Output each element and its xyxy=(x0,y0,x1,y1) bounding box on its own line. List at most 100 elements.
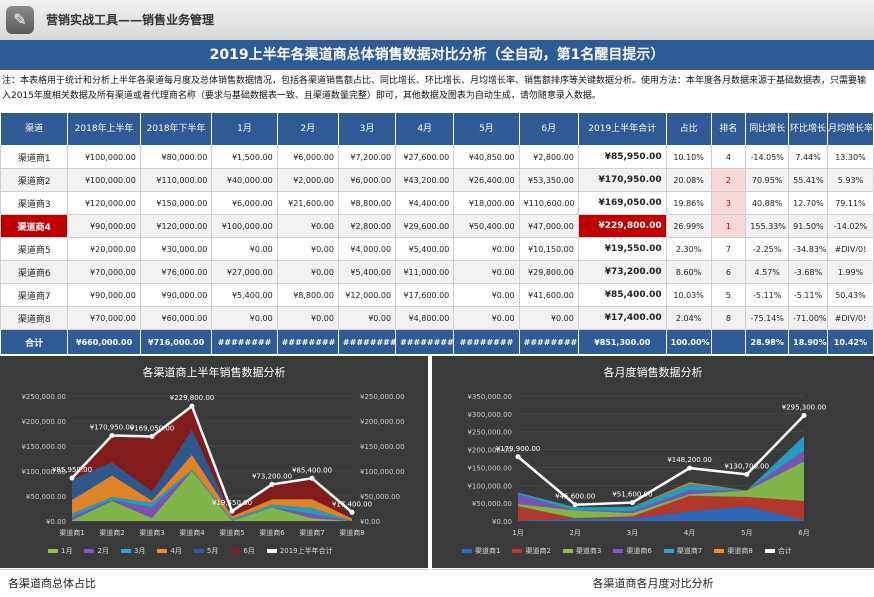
table-cell[interactable]: ¥18,000.00 xyxy=(453,191,520,215)
table-cell[interactable]: 5.93% xyxy=(826,168,874,192)
table-cell[interactable]: ¥6,000.00 xyxy=(337,168,397,192)
table-cell[interactable]: 5 xyxy=(710,283,747,307)
table-cell[interactable]: 12.70% xyxy=(788,191,828,215)
table-cell[interactable]: ¥30,000.00 xyxy=(139,237,213,261)
column-header[interactable]: 2018年下半年 xyxy=(139,112,213,146)
legend-item[interactable]: 渠道商3 xyxy=(562,546,601,556)
table-cell[interactable]: ¥85,400.00 xyxy=(577,283,667,307)
table-cell[interactable]: 7 xyxy=(710,237,747,261)
table-cell[interactable]: ¥21,600.00 xyxy=(276,191,339,215)
legend-item[interactable]: 2月 xyxy=(84,546,109,556)
table-cell[interactable]: ¥60,000.00 xyxy=(139,306,213,330)
table-cell[interactable]: ¥29,800.00 xyxy=(518,260,579,284)
table-cell[interactable]: ¥100,000.00 xyxy=(211,214,278,238)
table-cell[interactable]: ¥43,200.00 xyxy=(395,168,455,192)
table-cell[interactable]: ¥76,000.00 xyxy=(139,260,213,284)
table-cell[interactable]: ¥229,800.00 xyxy=(577,214,667,238)
table-cell[interactable]: ¥110,600.00 xyxy=(518,191,579,215)
table-cell[interactable]: ¥90,000.00 xyxy=(67,214,141,238)
table-cell[interactable]: -14.05% xyxy=(745,145,790,169)
table-cell[interactable]: ¥2,800.00 xyxy=(518,145,579,169)
row-name-cell[interactable]: 渠道商8 xyxy=(0,306,69,330)
total-cell[interactable]: 100.00% xyxy=(665,329,712,355)
table-cell[interactable]: ¥170,950.00 xyxy=(577,168,667,192)
table-cell[interactable]: ¥4,400.00 xyxy=(395,191,455,215)
table-cell[interactable]: 79.11% xyxy=(826,191,874,215)
legend-item[interactable]: 5月 xyxy=(193,546,218,556)
table-cell[interactable]: ¥0.00 xyxy=(276,237,339,261)
table-cell[interactable]: ¥110,000.00 xyxy=(139,168,213,192)
table-cell[interactable]: ¥17,400.00 xyxy=(577,306,667,330)
legend-item[interactable]: 渠道商6 xyxy=(613,546,652,556)
table-cell[interactable]: ¥4,000.00 xyxy=(337,237,397,261)
total-cell[interactable]: ######## xyxy=(518,329,579,355)
chart-left[interactable]: ¥250,000.00 ¥250,000.00 ¥200,000.00 ¥200,00… xyxy=(0,356,428,568)
column-header[interactable]: 排名 xyxy=(710,112,747,146)
table-cell[interactable]: ¥27,600.00 xyxy=(395,145,455,169)
table-cell[interactable]: ¥0.00 xyxy=(276,214,339,238)
table-cell[interactable]: ¥11,000.00 xyxy=(395,260,455,284)
table-cell[interactable]: ¥70,000.00 xyxy=(67,260,141,284)
table-cell[interactable]: ¥5,400.00 xyxy=(395,237,455,261)
table-cell[interactable]: 6 xyxy=(710,260,747,284)
table-cell[interactable]: ¥0.00 xyxy=(453,283,520,307)
legend-item[interactable]: 渠道商2 xyxy=(512,546,551,556)
table-cell[interactable]: 26.99% xyxy=(665,214,712,238)
table-cell[interactable]: ¥20,000.00 xyxy=(67,237,141,261)
table-cell[interactable]: ¥26,400.00 xyxy=(453,168,520,192)
table-cell[interactable]: ¥90,000.00 xyxy=(139,283,213,307)
table-cell[interactable]: ¥4,800.00 xyxy=(395,306,455,330)
table-cell[interactable]: 13.30% xyxy=(826,145,874,169)
wrench-icon[interactable]: ✎ xyxy=(6,6,34,34)
table-cell[interactable]: ¥10,150.00 xyxy=(518,237,579,261)
table-cell[interactable]: #DIV/0! xyxy=(826,237,874,261)
table-cell[interactable]: 8 xyxy=(710,306,747,330)
total-cell[interactable]: ######## xyxy=(211,329,278,355)
table-cell[interactable]: ¥0.00 xyxy=(453,260,520,284)
column-header[interactable]: 占比 xyxy=(665,112,712,146)
column-header[interactable]: 环比增长 xyxy=(788,112,828,146)
table-cell[interactable]: 8.60% xyxy=(665,260,712,284)
table-cell[interactable]: 55.41% xyxy=(788,168,828,192)
table-cell[interactable]: ¥12,000.00 xyxy=(337,283,397,307)
table-cell[interactable]: ¥85,950.00 xyxy=(577,145,667,169)
table-cell[interactable]: 7.44% xyxy=(788,145,828,169)
total-cell[interactable]: ¥851,300.00 xyxy=(577,329,667,355)
row-name-cell[interactable]: 渠道商3 xyxy=(0,191,69,215)
table-cell[interactable]: 20.08% xyxy=(665,168,712,192)
legend-item[interactable]: 3月 xyxy=(120,546,145,556)
column-header[interactable]: 4月 xyxy=(395,112,455,146)
table-cell[interactable]: ¥6,000.00 xyxy=(276,145,339,169)
table-cell[interactable]: -71.00% xyxy=(788,306,828,330)
legend-item[interactable]: 4月 xyxy=(157,546,182,556)
table-cell[interactable]: ¥7,200.00 xyxy=(337,145,397,169)
legend-item[interactable]: 合计 xyxy=(764,546,792,556)
row-name-cell[interactable]: 渠道商7 xyxy=(0,283,69,307)
row-name-cell[interactable]: 渠道商2 xyxy=(0,168,69,192)
table-cell[interactable]: ¥0.00 xyxy=(453,237,520,261)
table-cell[interactable]: -2.25% xyxy=(745,237,790,261)
table-cell[interactable]: -5.11% xyxy=(788,283,828,307)
total-cell[interactable]: 10.42% xyxy=(826,329,874,355)
column-header[interactable]: 3月 xyxy=(337,112,397,146)
table-cell[interactable]: ¥73,200.00 xyxy=(577,260,667,284)
table-cell[interactable]: 50.43% xyxy=(826,283,874,307)
table-cell[interactable]: ¥0.00 xyxy=(518,306,579,330)
table-cell[interactable]: 2 xyxy=(710,168,747,192)
table-cell[interactable]: ¥5,400.00 xyxy=(211,283,278,307)
column-header[interactable]: 1月 xyxy=(211,112,278,146)
table-cell[interactable]: ¥120,000.00 xyxy=(67,191,141,215)
table-cell[interactable]: #DIV/0! xyxy=(826,306,874,330)
table-cell[interactable]: ¥40,000.00 xyxy=(211,168,278,192)
legend-item[interactable]: 渠道商1 xyxy=(462,546,500,556)
table-cell[interactable]: -14.02% xyxy=(826,214,874,238)
table-cell[interactable]: ¥5,400.00 xyxy=(337,260,397,284)
table-cell[interactable]: -3.68% xyxy=(788,260,828,284)
table-cell[interactable]: ¥0.00 xyxy=(337,306,397,330)
table-cell[interactable]: 19.86% xyxy=(665,191,712,215)
legend-item[interactable]: 渠道商7 xyxy=(663,546,702,556)
legend-item[interactable]: 渠道商8 xyxy=(714,546,753,556)
table-cell[interactable]: 1 xyxy=(710,214,747,238)
total-cell[interactable]: 28.98% xyxy=(745,329,790,355)
column-header[interactable]: 月均增长率 xyxy=(826,112,874,146)
